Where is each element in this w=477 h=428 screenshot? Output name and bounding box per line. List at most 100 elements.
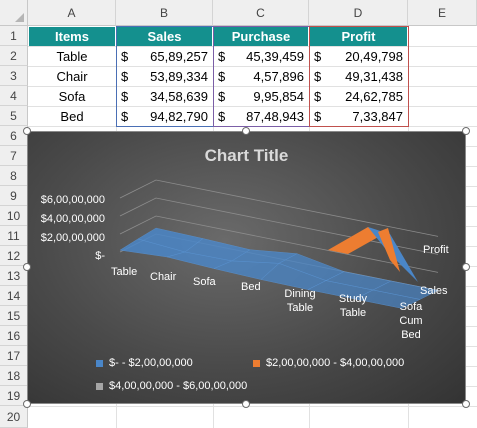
column-header-d[interactable]: D <box>309 0 408 26</box>
resize-handle-bottom-right[interactable] <box>462 400 470 408</box>
row-header-10[interactable]: 10 <box>0 206 28 226</box>
currency-symbol: $ <box>314 88 322 104</box>
currency-symbol: $ <box>314 68 322 84</box>
table-cell-purchase[interactable]: $87,48,943 <box>214 106 308 126</box>
profit-value: 49,31,438 <box>345 68 403 84</box>
table-header-sales[interactable]: Sales <box>117 27 212 46</box>
y-tick-label: $- <box>95 250 105 262</box>
row-header-7[interactable]: 7 <box>0 146 28 166</box>
currency-symbol: $ <box>218 48 226 64</box>
resize-handle-bottom-left[interactable] <box>23 400 31 408</box>
table-header-profit[interactable]: Profit <box>310 27 407 46</box>
row-header-11[interactable]: 11 <box>0 226 28 246</box>
table-cell-item[interactable]: Bed <box>60 108 84 124</box>
purchase-value: 87,48,943 <box>246 108 304 124</box>
profit-value: 7,33,847 <box>352 108 403 124</box>
row-header-20[interactable]: 20 <box>0 406 28 428</box>
gridline <box>28 66 477 67</box>
column-header-a[interactable]: A <box>28 0 116 26</box>
gridline <box>28 126 477 127</box>
chart-area[interactable]: Chart Title $6,00,00,000 $4,00,00,000 $2… <box>27 131 466 404</box>
resize-handle-top[interactable] <box>242 127 250 135</box>
table-cell-purchase[interactable]: $4,57,896 <box>214 66 308 86</box>
x-category-label: Dining Table <box>284 288 316 314</box>
surface-bands <box>119 227 439 309</box>
currency-symbol: $ <box>218 88 226 104</box>
table-header-purchase[interactable]: Purchase <box>214 27 308 46</box>
legend-item[interactable]: $- - $2,00,00,000 <box>96 357 193 369</box>
sales-value: 94,82,790 <box>150 108 208 124</box>
table-cell-item[interactable]: Chair <box>56 68 88 84</box>
x-category-label: Chair <box>150 271 177 283</box>
gridline <box>28 86 477 87</box>
table-cell-sales[interactable]: $94,82,790 <box>117 106 212 126</box>
table-cell-purchase[interactable]: $9,95,854 <box>214 86 308 106</box>
profit-value: 24,62,785 <box>345 88 403 104</box>
table-cell-profit[interactable]: $20,49,798 <box>310 46 407 66</box>
row-header-4[interactable]: 4 <box>0 86 28 106</box>
column-header-c[interactable]: C <box>213 0 309 26</box>
table-cell-sales[interactable]: $53,89,334 <box>117 66 212 86</box>
x-category-label: Bed <box>241 281 261 293</box>
legend-label: $2,00,00,000 - $4,00,00,000 <box>266 357 405 369</box>
row-header-15[interactable]: 15 <box>0 306 28 326</box>
resize-handle-left[interactable] <box>23 263 31 271</box>
row-header-18[interactable]: 18 <box>0 366 28 386</box>
y-tick-label: $2,00,00,000 <box>40 232 105 244</box>
table-cell-sales[interactable]: $65,89,257 <box>117 46 212 66</box>
row-header-5[interactable]: 5 <box>0 106 28 126</box>
currency-symbol: $ <box>121 68 129 84</box>
sales-value: 53,89,334 <box>150 68 208 84</box>
column-header-b[interactable]: B <box>116 0 213 26</box>
purchase-value: 4,57,896 <box>253 68 304 84</box>
surface-plot[interactable] <box>28 132 465 403</box>
depth-label: Profit <box>423 244 449 256</box>
resize-handle-top-right[interactable] <box>462 127 470 135</box>
legend-swatch-blue <box>96 359 103 367</box>
resize-handle-top-left[interactable] <box>23 127 31 135</box>
y-tick-label: $6,00,00,000 <box>40 194 105 206</box>
x-category-label: Sofa <box>193 276 216 288</box>
legend-item[interactable]: $4,00,00,000 - $6,00,00,000 <box>96 380 247 392</box>
row-header-1[interactable]: 1 <box>0 26 28 46</box>
surface-patch <box>372 280 439 300</box>
table-cell-sales[interactable]: $34,58,639 <box>117 86 212 106</box>
row-header-16[interactable]: 16 <box>0 326 28 346</box>
y-tick-label: $4,00,00,000 <box>40 213 105 225</box>
row-header-2[interactable]: 2 <box>0 46 28 66</box>
row-header-17[interactable]: 17 <box>0 346 28 366</box>
profit-value: 20,49,798 <box>345 48 403 64</box>
row-header-3[interactable]: 3 <box>0 66 28 86</box>
resize-handle-right[interactable] <box>462 263 470 271</box>
legend-swatch-orange <box>253 359 260 367</box>
currency-symbol: $ <box>121 48 129 64</box>
surface-peak <box>378 228 400 272</box>
sales-value: 65,89,257 <box>150 48 208 64</box>
currency-symbol: $ <box>121 88 129 104</box>
table-cell-profit[interactable]: $24,62,785 <box>310 86 407 106</box>
legend-item[interactable]: $2,00,00,000 - $4,00,00,000 <box>253 357 404 369</box>
table-cell-profit[interactable]: $7,33,847 <box>310 106 407 126</box>
row-header-14[interactable]: 14 <box>0 286 28 306</box>
table-cell-item[interactable]: Sofa <box>58 88 86 104</box>
currency-symbol: $ <box>314 108 322 124</box>
currency-symbol: $ <box>314 48 322 64</box>
currency-symbol: $ <box>218 108 226 124</box>
table-header-items[interactable]: Items <box>29 27 115 46</box>
currency-symbol: $ <box>218 68 226 84</box>
gridline <box>119 179 439 237</box>
select-all-corner[interactable] <box>0 0 28 26</box>
gridline <box>119 197 439 255</box>
table-cell-item[interactable]: Table <box>56 48 88 64</box>
column-header-e[interactable]: E <box>408 0 477 26</box>
chart-title[interactable]: Chart Title <box>204 146 289 165</box>
table-cell-purchase[interactable]: $45,39,459 <box>214 46 308 66</box>
sales-value: 34,58,639 <box>150 88 208 104</box>
row-header-9[interactable]: 9 <box>0 186 28 206</box>
table-cell-profit[interactable]: $49,31,438 <box>310 66 407 86</box>
gridline <box>119 215 439 273</box>
resize-handle-bottom[interactable] <box>242 400 250 408</box>
surface-peak <box>328 227 380 254</box>
row-header-8[interactable]: 8 <box>0 166 28 186</box>
purchase-value: 9,95,854 <box>253 88 304 104</box>
